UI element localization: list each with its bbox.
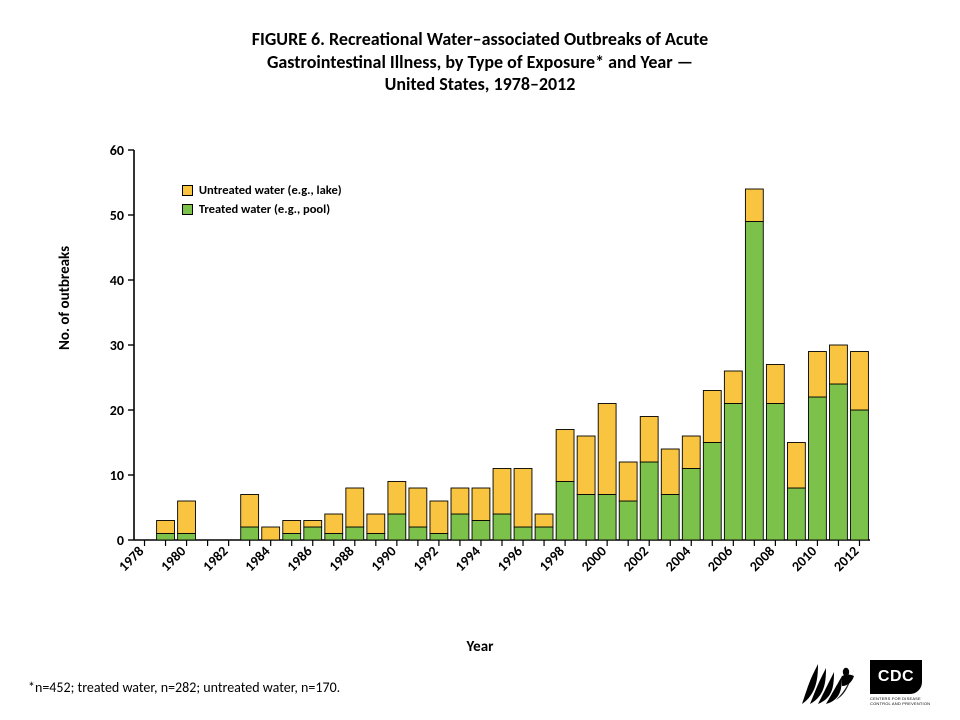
bar-treated — [535, 527, 553, 540]
bar-untreated — [325, 514, 343, 534]
bar-untreated — [157, 521, 175, 534]
bar-untreated — [304, 521, 322, 528]
bar-treated — [514, 527, 532, 540]
bar-untreated — [724, 371, 742, 404]
bar-untreated — [409, 488, 427, 527]
chart-svg: 0102030405060197819801982198419861988199… — [90, 140, 880, 610]
bar-treated — [766, 404, 784, 541]
y-tick-label: 0 — [117, 532, 124, 549]
bar-treated — [367, 534, 385, 541]
y-tick-label: 20 — [110, 402, 124, 419]
bar-treated — [851, 410, 869, 540]
y-tick-label: 30 — [110, 337, 124, 354]
bar-untreated — [619, 462, 637, 501]
bar-untreated — [766, 365, 784, 404]
bar-treated — [283, 534, 301, 541]
x-tick-label: 1984 — [241, 543, 273, 575]
x-tick-label: 2012 — [830, 543, 862, 575]
bar-untreated — [493, 469, 511, 515]
x-tick-label: 2008 — [746, 543, 778, 575]
footnote: *n=452; treated water, n=282; untreated … — [28, 679, 340, 696]
bar-untreated — [598, 404, 616, 495]
x-axis-label: Year — [0, 638, 960, 656]
bar-treated — [241, 527, 259, 540]
bar-untreated — [787, 443, 805, 489]
bar-treated — [724, 404, 742, 541]
bar-untreated — [283, 521, 301, 534]
x-tick-label: 2004 — [662, 543, 694, 575]
x-tick-label: 1994 — [452, 543, 484, 575]
bar-treated — [830, 384, 848, 540]
bar-treated — [808, 397, 826, 540]
bar-treated — [157, 534, 175, 541]
bar-untreated — [514, 469, 532, 528]
bar-untreated — [661, 449, 679, 495]
x-tick-label: 1992 — [410, 543, 442, 575]
hhs-logo-icon — [796, 660, 860, 708]
logo-group: CDC CENTERS FOR DISEASE CONTROL AND PREV… — [796, 660, 942, 708]
cdc-logo-icon: CDC CENTERS FOR DISEASE CONTROL AND PREV… — [870, 660, 942, 708]
x-tick-label: 2006 — [704, 543, 736, 575]
bar-treated — [619, 501, 637, 540]
bar-untreated — [745, 189, 763, 222]
bar-treated — [556, 482, 574, 541]
bar-treated — [598, 495, 616, 541]
bar-treated — [472, 521, 490, 541]
y-axis-label: No. of outbreaks — [56, 246, 74, 350]
bar-treated — [745, 222, 763, 541]
bar-treated — [787, 488, 805, 540]
x-tick-label: 1990 — [368, 543, 400, 575]
bar-treated — [640, 462, 658, 540]
bar-untreated — [808, 352, 826, 398]
x-tick-label: 2000 — [578, 543, 610, 575]
bar-treated — [388, 514, 406, 540]
y-tick-label: 60 — [110, 142, 124, 159]
x-tick-label: 1988 — [326, 543, 358, 575]
bar-untreated — [703, 391, 721, 443]
bar-untreated — [472, 488, 490, 521]
bar-treated — [178, 534, 196, 541]
bar-untreated — [577, 436, 595, 495]
bar-treated — [346, 527, 364, 540]
x-tick-label: 2010 — [788, 543, 820, 575]
bar-untreated — [535, 514, 553, 527]
x-tick-label: 1986 — [283, 543, 315, 575]
cdc-logo-text: CDC — [870, 660, 922, 694]
bar-treated — [661, 495, 679, 541]
chart-title: FIGURE 6. Recreational Water–associated … — [0, 28, 960, 96]
bar-untreated — [388, 482, 406, 515]
bar-untreated — [178, 501, 196, 534]
bar-untreated — [851, 352, 869, 411]
x-tick-label: 1982 — [199, 543, 231, 575]
cdc-logo-subtext: CENTERS FOR DISEASE CONTROL AND PREVENTI… — [870, 696, 942, 706]
bar-untreated — [430, 501, 448, 534]
bar-treated — [409, 527, 427, 540]
bar-untreated — [346, 488, 364, 527]
bar-untreated — [830, 345, 848, 384]
bar-untreated — [262, 527, 280, 540]
bar-treated — [451, 514, 469, 540]
y-tick-label: 10 — [110, 467, 124, 484]
bar-untreated — [367, 514, 385, 534]
bar-untreated — [241, 495, 259, 528]
bar-treated — [493, 514, 511, 540]
y-tick-label: 40 — [110, 272, 124, 289]
bar-untreated — [556, 430, 574, 482]
bar-untreated — [640, 417, 658, 463]
chart-area: 0102030405060197819801982198419861988199… — [90, 140, 880, 610]
bar-treated — [577, 495, 595, 541]
y-tick-label: 50 — [110, 207, 124, 224]
x-tick-label: 1980 — [157, 543, 189, 575]
bar-untreated — [682, 436, 700, 469]
bar-treated — [325, 534, 343, 541]
x-tick-label: 2002 — [620, 543, 652, 575]
x-tick-label: 1998 — [536, 543, 568, 575]
bar-treated — [304, 527, 322, 540]
bar-treated — [430, 534, 448, 541]
bar-untreated — [451, 488, 469, 514]
bar-treated — [703, 443, 721, 541]
x-tick-label: 1996 — [494, 543, 526, 575]
bar-treated — [682, 469, 700, 541]
